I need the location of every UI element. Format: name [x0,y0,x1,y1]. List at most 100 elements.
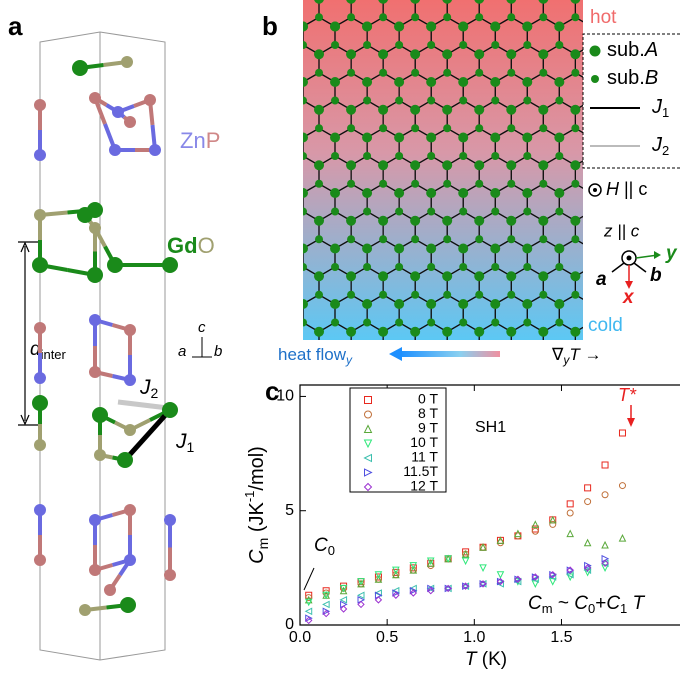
atom [394,132,405,143]
data-point [496,571,505,579]
atom [442,104,453,115]
x-axis-label: T (K) [465,649,507,670]
atom [378,0,388,4]
atom [491,152,500,160]
data-point [583,566,592,574]
atom [346,104,357,115]
sub: 2 [662,143,669,158]
atom [394,188,405,198]
j1-label: J1 [175,430,195,455]
j: J [139,376,151,399]
panel-label: b [262,11,278,41]
data-point [514,529,522,538]
atom [363,263,372,271]
cold-label: cold [588,315,623,336]
sub-name: B [645,67,658,89]
atom [266,355,276,365]
atom [539,68,548,77]
j: J [651,96,663,118]
data-point [566,566,574,574]
data-point [374,596,383,604]
c0-label: C0 [314,535,335,558]
parallel: || c [619,179,647,199]
atom [602,0,612,4]
atom [378,160,389,171]
atom [250,49,260,59]
atom [362,21,373,32]
atom [112,106,124,118]
axis-frame [299,384,680,626]
atom [144,94,156,106]
atom [124,324,136,336]
atom [347,124,356,133]
data-point [357,600,365,609]
atom [570,326,581,337]
atom [555,318,564,327]
atom [474,0,485,4]
atom [523,41,532,49]
legend-label: 11 T [411,449,438,465]
tstar-arrow [627,418,635,427]
atom [283,69,291,77]
atom [506,382,516,392]
atom [507,179,516,188]
atom [87,267,103,283]
atom [34,149,46,161]
atom [379,235,388,244]
atom [635,13,643,21]
atom [443,13,452,22]
atom [315,235,324,244]
data-point [392,570,400,579]
atom [149,144,161,156]
atom [303,207,307,216]
atom [571,290,580,299]
data-point [513,577,522,586]
legend-label: sub.B [607,67,658,89]
atom [346,215,357,226]
data-point [496,536,505,544]
fit-part: C [574,593,588,614]
o: O [198,233,215,258]
atom [251,69,259,77]
data-point [549,521,557,528]
fit-part: + [595,593,606,614]
atom [427,207,436,216]
j1-bond [303,81,304,102]
atom [162,257,178,273]
data-point [601,559,609,567]
atom [651,208,659,216]
atom [490,77,501,87]
fit-part: 1 [620,601,627,616]
y-label-sup: -1 [242,491,257,503]
atom [635,291,643,299]
atom [522,77,533,87]
atom [378,215,389,226]
data-point [409,562,418,570]
data-points [304,429,627,625]
atom [522,355,532,365]
atom [250,0,260,4]
c-var: C [314,535,328,556]
atom [411,124,420,133]
atom [347,13,356,22]
atom [32,395,48,411]
atom [378,326,389,337]
j1-bond [303,136,304,157]
atom [554,299,565,309]
atom [410,0,420,4]
atom [363,318,372,327]
atom [602,382,612,392]
atom [491,374,499,382]
atom [587,152,595,160]
data-point [496,580,504,588]
t-arrow: T → [569,345,601,364]
atom [266,299,276,309]
atom [283,124,291,132]
data-point [549,570,557,579]
atom [164,569,176,581]
axis-c: c [198,319,206,336]
atom [602,105,612,115]
atom [303,41,307,49]
atom [34,322,46,334]
